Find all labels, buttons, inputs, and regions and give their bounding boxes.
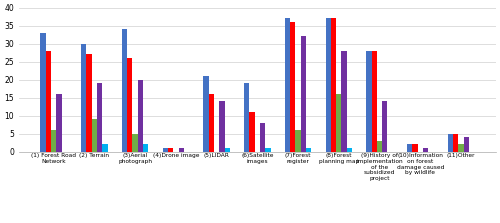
Bar	[296, 130, 300, 152]
Bar	[300, 37, 306, 152]
Bar	[208, 94, 214, 152]
Bar	[97, 83, 102, 152]
Bar	[162, 148, 168, 152]
Bar	[132, 134, 138, 152]
Bar	[40, 33, 46, 152]
Bar	[244, 83, 250, 152]
Bar	[86, 54, 92, 152]
Bar	[290, 22, 296, 152]
Bar	[143, 145, 148, 152]
Bar	[306, 148, 312, 152]
Bar	[224, 148, 230, 152]
Bar	[46, 51, 51, 152]
Bar	[342, 51, 346, 152]
Bar	[372, 51, 377, 152]
Bar	[285, 19, 290, 152]
Bar	[168, 148, 173, 152]
Bar	[326, 19, 331, 152]
Bar	[92, 119, 97, 152]
Bar	[464, 137, 469, 152]
Bar	[366, 51, 372, 152]
Bar	[122, 29, 127, 152]
Bar	[102, 145, 108, 152]
Bar	[178, 148, 184, 152]
Bar	[51, 130, 57, 152]
Bar	[219, 101, 224, 152]
Bar	[331, 19, 336, 152]
Bar	[448, 134, 453, 152]
Bar	[265, 148, 270, 152]
Bar	[204, 76, 208, 152]
Bar	[138, 80, 143, 152]
Bar	[250, 112, 254, 152]
Bar	[458, 145, 464, 152]
Bar	[346, 148, 352, 152]
Bar	[382, 101, 388, 152]
Bar	[56, 94, 62, 152]
Bar	[412, 145, 418, 152]
Bar	[423, 148, 428, 152]
Bar	[260, 123, 265, 152]
Bar	[81, 44, 86, 152]
Bar	[453, 134, 458, 152]
Bar	[377, 141, 382, 152]
Bar	[127, 58, 132, 152]
Bar	[407, 145, 412, 152]
Bar	[336, 94, 342, 152]
